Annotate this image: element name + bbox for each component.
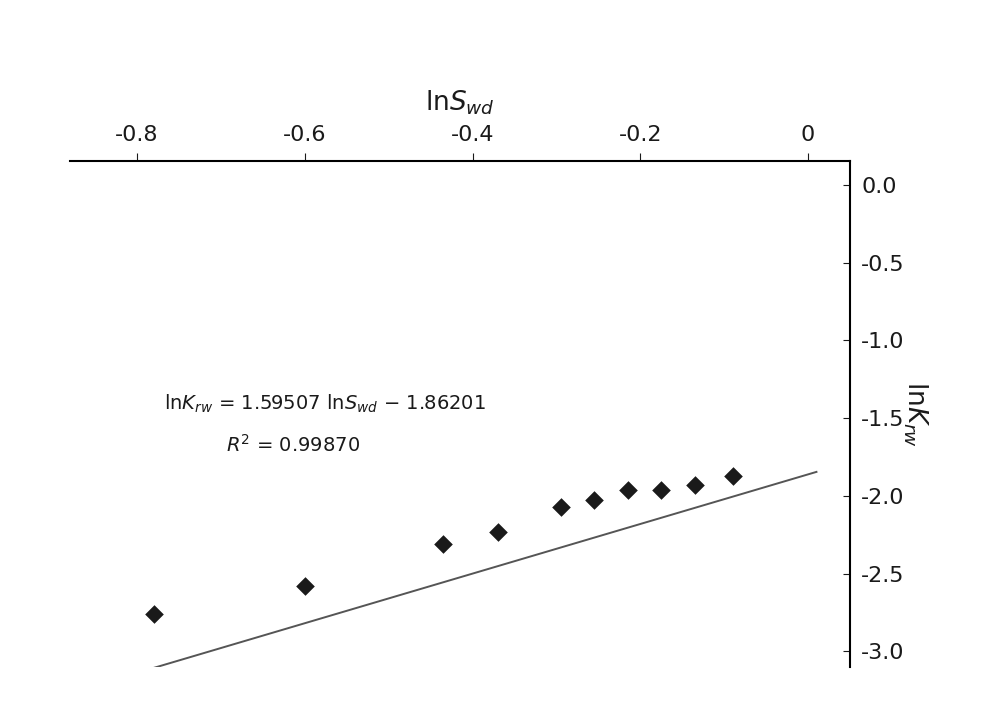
Point (725, 470, 741, 482)
Point (490, 526, 506, 537)
Point (653, 484, 669, 495)
X-axis label: $\mathrm{ln}S_{wd}$: $\mathrm{ln}S_{wd}$ (425, 89, 495, 117)
Point (586, 495, 602, 506)
Point (620, 484, 636, 495)
Y-axis label: $\mathrm{ln}K_{rw}$: $\mathrm{ln}K_{rw}$ (901, 381, 930, 447)
Text: $R^2$ = 0.99870: $R^2$ = 0.99870 (226, 434, 360, 456)
Point (297, 581, 313, 592)
Text: $\mathrm{ln}K_{rw}$ = 1.59507 $\mathrm{ln}S_{wd}$ $-$ 1.86201: $\mathrm{ln}K_{rw}$ = 1.59507 $\mathrm{l… (164, 393, 486, 415)
Point (146, 609, 162, 620)
Point (435, 538, 451, 550)
Point (553, 501, 569, 512)
Point (687, 479, 703, 491)
